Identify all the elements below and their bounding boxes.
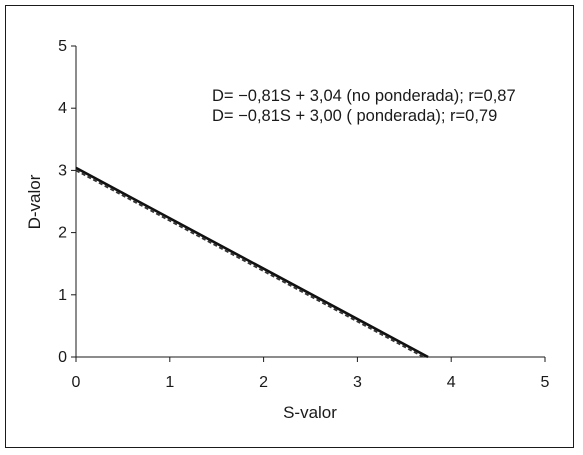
x-tick-label: 1 — [165, 374, 174, 391]
x-tick-label: 0 — [72, 374, 81, 391]
y-axis-title: D-valor — [25, 174, 44, 229]
annotation-unweighted: D= −0,81S + 3,04 (no ponderada); r=0,87 — [212, 87, 516, 105]
x-tick-label: 4 — [447, 374, 456, 391]
y-tick-label: 0 — [58, 349, 67, 366]
x-tick-label: 2 — [259, 374, 268, 391]
y-tick-label: 4 — [58, 100, 67, 117]
regression-line-unweighted — [75, 166, 429, 359]
y-tick-label: 2 — [58, 225, 67, 242]
series-layer — [75, 166, 429, 359]
x-axis-title: S-valor — [283, 403, 337, 422]
x-tick-label: 5 — [541, 374, 550, 391]
axes: 0 1 2 3 4 5 0 1 2 3 4 5 — [58, 38, 549, 391]
annotation-weighted: D= −0,81S + 3,00 ( ponderada); r=0,79 — [212, 107, 497, 125]
regression-line-weighted — [75, 169, 424, 358]
x-tick-label: 3 — [353, 374, 362, 391]
y-tick-label: 5 — [58, 38, 67, 55]
y-tick-label: 1 — [58, 287, 67, 304]
y-tick-label: 3 — [58, 162, 67, 179]
chart-frame — [5, 5, 574, 448]
